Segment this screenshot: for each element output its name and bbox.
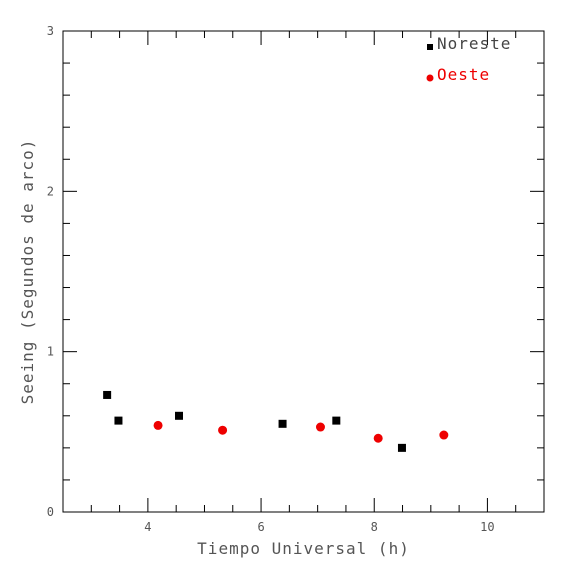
data-point-noreste <box>278 419 287 428</box>
tick-labels: 4 6 8 10 0 1 2 3 <box>47 24 495 534</box>
plot-frame <box>62 30 545 513</box>
data-point-oeste <box>218 425 228 435</box>
legend-marker-oeste <box>426 74 434 82</box>
y-tick-label: 1 <box>47 345 54 359</box>
x-tick-label: 4 <box>144 520 151 534</box>
data-point-noreste <box>103 390 112 399</box>
data-point-noreste <box>397 443 406 452</box>
data-points <box>103 390 449 452</box>
y-tick-label: 0 <box>47 505 54 519</box>
x-tick-label: 6 <box>257 520 264 534</box>
data-point-noreste <box>114 416 123 425</box>
y-tick-label: 3 <box>47 24 54 38</box>
y-axis-label: Seeing (Segundos de arco) <box>18 139 37 405</box>
y-tick-label: 2 <box>47 184 54 198</box>
data-point-noreste <box>332 416 341 425</box>
data-point-oeste <box>373 433 383 443</box>
x-tick-label: 10 <box>480 520 494 534</box>
axis-ticks <box>63 31 544 512</box>
x-axis-label: Tiempo Universal (h) <box>197 539 410 558</box>
data-point-oeste <box>315 422 325 432</box>
x-tick-label: 8 <box>371 520 378 534</box>
legend-label-oeste: Oeste <box>437 65 490 84</box>
data-point-oeste <box>153 420 163 430</box>
legend: Noreste Oeste <box>426 34 511 84</box>
legend-marker-noreste <box>427 44 433 50</box>
legend-label-noreste: Noreste <box>437 34 511 53</box>
data-point-noreste <box>175 411 184 420</box>
data-point-oeste <box>439 430 449 440</box>
